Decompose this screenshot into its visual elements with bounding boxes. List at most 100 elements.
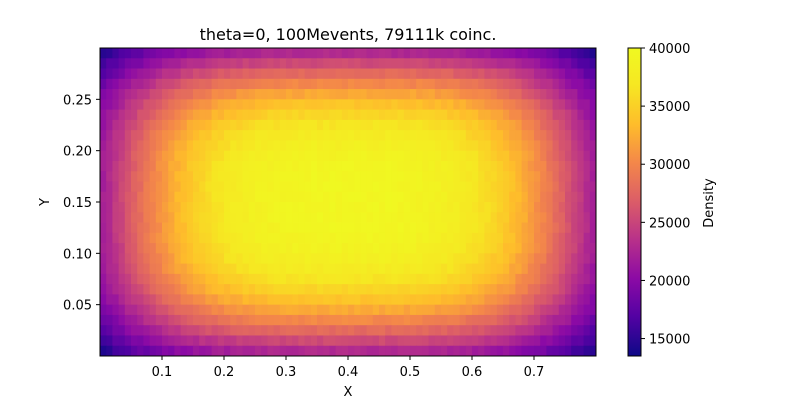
heatmap-cell (286, 68, 293, 80)
heatmap-cell (255, 284, 262, 295)
heatmap-cell (552, 273, 560, 285)
heatmap-cell (174, 171, 181, 182)
heatmap-cell (124, 171, 132, 182)
heatmap-cell (304, 202, 312, 213)
heatmap-cell (422, 68, 429, 80)
heatmap-cell (304, 191, 312, 203)
heatmap-cell (571, 119, 578, 131)
heatmap-cell (106, 171, 113, 182)
heatmap-cell (168, 314, 175, 326)
heatmap-cell (341, 212, 349, 223)
heatmap-cell (577, 171, 584, 182)
heatmap-cell (279, 68, 287, 80)
heatmap-cell (397, 273, 405, 285)
heatmap-cell (137, 222, 144, 234)
heatmap-cell (273, 181, 281, 193)
heatmap-cell (242, 191, 250, 203)
heatmap-cell (118, 202, 126, 213)
heatmap-cell (329, 68, 336, 80)
heatmap-cell (162, 130, 169, 141)
heatmap-cell (255, 325, 262, 336)
heatmap-cell (100, 294, 107, 306)
heatmap-cell (317, 160, 324, 172)
heatmap-cell (527, 130, 535, 141)
heatmap-cell (503, 191, 510, 203)
heatmap-cell (267, 78, 274, 90)
heatmap-cell (422, 89, 429, 100)
heatmap-cell (509, 243, 516, 254)
heatmap-cell (410, 68, 417, 80)
heatmap-cell (490, 68, 498, 80)
heatmap-cell (242, 273, 250, 285)
heatmap-cell (199, 48, 206, 59)
heatmap-cell (484, 253, 491, 264)
heatmap-cell (143, 150, 150, 162)
heatmap-cell (162, 58, 169, 69)
y-tick-label: 0.20 (63, 145, 92, 160)
heatmap-cell (273, 212, 281, 223)
heatmap-cell (174, 140, 181, 152)
heatmap-cell (403, 89, 411, 100)
heatmap-cell (546, 109, 553, 121)
heatmap-cell (391, 325, 398, 336)
heatmap-cell (100, 304, 107, 316)
heatmap-cell (503, 130, 510, 141)
heatmap-cell (589, 99, 597, 110)
heatmap-cell (304, 58, 312, 69)
heatmap-cell (459, 191, 467, 203)
heatmap-cell (565, 191, 572, 203)
heatmap-cell (217, 191, 225, 203)
heatmap-cell (534, 253, 541, 264)
heatmap-cell (131, 284, 138, 295)
heatmap-cell (131, 171, 138, 182)
heatmap-cell (372, 160, 380, 172)
heatmap-cell (453, 253, 460, 264)
heatmap-cell (410, 171, 417, 182)
heatmap-cell (565, 294, 572, 306)
heatmap-cell (459, 222, 467, 234)
heatmap-cell (155, 263, 163, 275)
heatmap-cell (106, 284, 113, 295)
heatmap-cell (261, 314, 268, 326)
heatmap-cell (199, 130, 206, 141)
heatmap-cell (205, 68, 212, 80)
heatmap-cell (478, 78, 485, 90)
heatmap-cell (534, 150, 541, 162)
heatmap-cell (403, 314, 411, 326)
heatmap-cell (174, 335, 181, 347)
heatmap-cell (453, 263, 460, 275)
heatmap-cell (242, 68, 250, 80)
heatmap-cell (403, 78, 411, 90)
heatmap-cell (589, 263, 597, 275)
heatmap-cell (217, 304, 225, 316)
heatmap-cell (205, 253, 212, 264)
heatmap-cell (323, 119, 330, 131)
heatmap-cell (565, 130, 572, 141)
heatmap-cell (366, 345, 374, 357)
colorbar-tick-label: 15000 (649, 333, 690, 348)
heatmap-cell (410, 89, 417, 100)
heatmap-cell (180, 202, 188, 213)
heatmap-cell (515, 191, 522, 203)
heatmap-cell (118, 243, 126, 254)
heatmap-cell (546, 140, 553, 152)
heatmap-cell (217, 232, 225, 244)
heatmap-cell (558, 273, 566, 285)
heatmap-cell (211, 160, 219, 172)
heatmap-cell (224, 89, 231, 100)
heatmap-cell (540, 171, 547, 182)
heatmap-cell (261, 294, 268, 306)
heatmap-cell (565, 58, 572, 69)
heatmap-cell (224, 99, 231, 110)
heatmap-cell (205, 314, 212, 326)
heatmap-cell (428, 345, 436, 357)
heatmap-cell (286, 335, 293, 347)
heatmap-cell (230, 263, 237, 275)
heatmap-cell (403, 130, 411, 141)
heatmap-cell (292, 99, 299, 110)
heatmap-cell (385, 119, 392, 131)
heatmap-cell (267, 89, 274, 100)
heatmap-cell (124, 78, 132, 90)
heatmap-cell (162, 345, 169, 357)
heatmap-cell (304, 325, 312, 336)
